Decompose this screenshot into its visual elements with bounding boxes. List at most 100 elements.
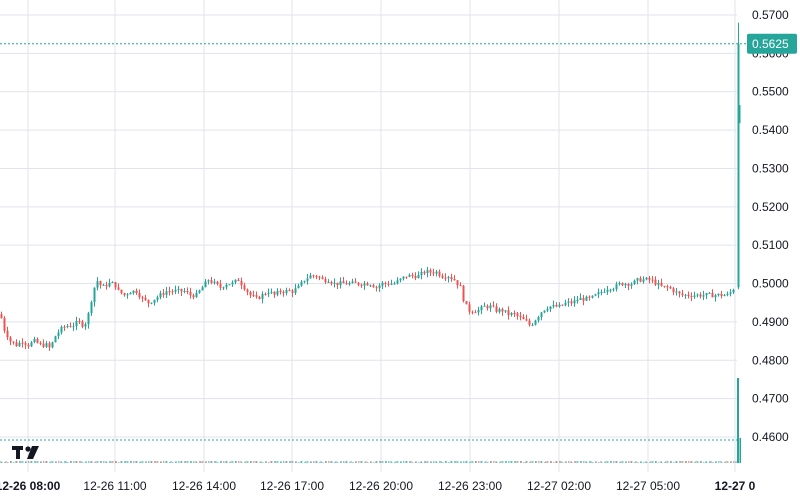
candle-body	[654, 279, 657, 285]
volume-bar	[262, 462, 264, 463]
candle-body	[246, 289, 249, 292]
x-axis[interactable]: 12-26 08:00 12-26 11:00 12-26 14:00 12-26 1…	[0, 479, 756, 493]
volume-bar	[19, 461, 21, 463]
volume-bar	[487, 462, 489, 463]
volume-bar	[469, 462, 471, 463]
volume-bar	[442, 462, 444, 463]
candle-body	[456, 280, 459, 286]
volume-bar	[727, 461, 729, 463]
volume-bar	[457, 461, 459, 463]
candle-body	[531, 324, 534, 326]
candle-body	[321, 277, 324, 279]
candle-body	[468, 304, 471, 312]
y-tick-label: 0.5100	[752, 238, 789, 252]
candle-body	[345, 283, 348, 285]
volume-bar	[97, 461, 99, 463]
volume-bar	[517, 461, 519, 463]
candle-body	[207, 280, 210, 282]
volume-bar	[142, 461, 144, 463]
candle-body	[672, 288, 675, 293]
candle-body	[351, 281, 354, 283]
candle-body	[651, 279, 654, 281]
candle-body	[186, 290, 189, 292]
volume-bar	[169, 462, 171, 463]
candle-body	[60, 326, 63, 333]
candle-body	[240, 280, 243, 286]
volume-bar	[163, 461, 165, 463]
candle-body	[354, 281, 357, 283]
candle-body	[411, 274, 414, 276]
y-axis[interactable]: 0.57000.56000.55000.54000.53000.52000.51…	[747, 8, 797, 444]
volume-bar	[439, 461, 441, 463]
candle-body	[642, 279, 645, 282]
x-tick-label: 12-27 0	[715, 479, 756, 493]
candle-body	[159, 293, 162, 298]
candle-body	[423, 271, 426, 274]
candle-body	[393, 283, 396, 285]
volume-bar	[737, 378, 739, 463]
candle-body	[699, 294, 702, 297]
volume-bar	[127, 461, 129, 463]
candle-body	[114, 282, 117, 288]
current-price-label: 0.5625	[752, 37, 789, 51]
volume-bar	[418, 462, 420, 463]
current-price-badge[interactable]: 0.5625	[747, 33, 797, 54]
volume-bar	[172, 462, 174, 463]
candle-body	[561, 304, 564, 306]
volume-bar	[634, 462, 636, 463]
volume-layer	[1, 378, 741, 463]
candle-body	[192, 295, 195, 298]
volume-bar	[454, 461, 456, 463]
candle-body	[216, 281, 219, 284]
candle-body	[78, 321, 81, 323]
candle-body	[366, 283, 369, 286]
candle-body	[45, 343, 48, 347]
volume-bar	[34, 461, 36, 463]
candle-body	[330, 281, 333, 284]
candle-body	[690, 296, 693, 298]
volume-bar	[484, 462, 486, 463]
volume-bar	[283, 461, 285, 463]
volume-bar	[94, 462, 96, 463]
volume-bar	[82, 462, 84, 463]
candle-body	[567, 301, 570, 303]
candle-body	[708, 292, 711, 294]
volume-bar	[739, 438, 741, 463]
candle-body	[438, 271, 441, 276]
x-tick-label: 12-26 08:00	[0, 479, 61, 493]
y-tick-label: 0.5500	[752, 85, 789, 99]
volume-bar	[553, 462, 555, 463]
volume-bar	[229, 462, 231, 463]
candle-body	[429, 270, 432, 273]
candle-body	[489, 305, 492, 309]
candle-body	[684, 294, 687, 296]
y-tick-label: 0.5200	[752, 200, 789, 214]
volume-bar	[214, 461, 216, 463]
volume-bar	[544, 462, 546, 463]
y-tick-label: 0.5000	[752, 277, 789, 291]
volume-bar	[247, 461, 249, 463]
y-tick-label: 0.4700	[752, 392, 789, 406]
volume-bar	[274, 461, 276, 463]
candle-body	[702, 295, 705, 297]
candle-body	[462, 285, 465, 302]
tradingview-logo-icon[interactable]	[12, 446, 39, 459]
volume-bar	[718, 461, 720, 463]
candle-body	[72, 326, 75, 328]
volume-bar	[208, 461, 210, 463]
candle-body	[471, 311, 474, 313]
candle-body	[141, 297, 144, 299]
candle-body	[225, 284, 228, 288]
volume-bar	[658, 462, 660, 463]
volume-bar	[388, 461, 390, 463]
candle-body	[546, 309, 549, 311]
candle-body	[441, 275, 444, 278]
volume-bar	[319, 462, 321, 463]
candle-body	[528, 320, 531, 325]
volume-bar	[532, 461, 534, 463]
candle-body	[165, 291, 168, 295]
candle-body	[459, 285, 462, 287]
candle-body	[288, 290, 291, 292]
candle-body	[336, 282, 339, 286]
